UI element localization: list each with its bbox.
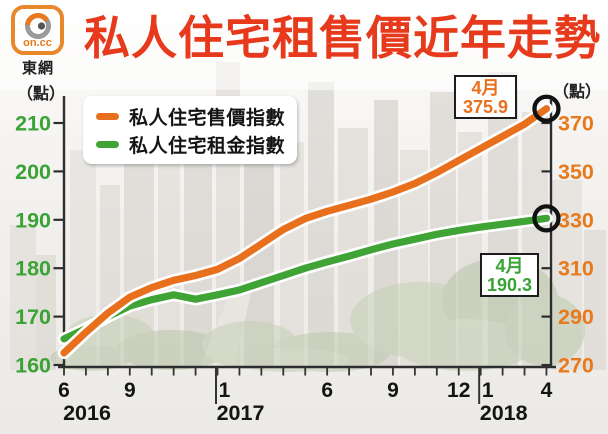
left-axis-tick-label: 160: [15, 354, 51, 378]
right-axis-tick-label: 290: [558, 305, 594, 329]
right-axis-tick-label: 350: [558, 160, 594, 184]
legend: 私人住宅售價指數 私人住宅租金指數: [83, 96, 297, 164]
left-axis-tick-label: 210: [15, 112, 51, 136]
oncc-swirl-icon: [24, 12, 51, 39]
x-axis-month-label: 6: [58, 379, 70, 402]
legend-label-rent: 私人住宅租金指數: [129, 135, 286, 157]
x-axis-month-label: 12: [447, 379, 470, 402]
legend-item-sale-index: 私人住宅售價指數: [96, 102, 297, 130]
left-axis-tick-label: 200: [15, 160, 51, 184]
annotation-sale-value: 375.9: [462, 97, 509, 117]
annotation-sale-latest: 4月 375.9: [454, 75, 517, 119]
left-axis-tick-label: 180: [15, 257, 51, 281]
x-axis-month-label: 9: [124, 379, 136, 402]
x-axis-month-label: 1: [219, 379, 231, 402]
left-axis-tick-label: 170: [15, 305, 51, 329]
background-cityscape-photo: [0, 0, 608, 372]
sale-line-swatch-icon: [96, 112, 119, 120]
site-name: 東網: [21, 60, 54, 77]
series-sale-line: [60, 105, 551, 357]
x-axis-month-label: 9: [387, 379, 399, 402]
page-title: 私人住宅租售價近年走勢: [84, 12, 601, 64]
right-axis-unit-label: （點）: [553, 82, 601, 101]
rent-line-swatch-icon: [96, 140, 119, 148]
legend-label-sale: 私人住宅售價指數: [129, 107, 286, 129]
left-axis-unit-label: （點）: [17, 84, 65, 103]
right-axis-tick-label: 370: [558, 112, 594, 136]
endpoint-circle-sale: [532, 94, 561, 123]
x-axis-month-label: 6: [321, 379, 333, 402]
annotation-sale-month: 4月: [471, 78, 500, 98]
x-axis-year-label: 2018: [480, 401, 528, 425]
axis-frame: [58, 96, 556, 369]
legend-item-rent-index: 私人住宅租金指數: [96, 130, 297, 158]
x-axis-month-label: 1: [482, 379, 494, 402]
left-axis-tick-label: 190: [15, 208, 51, 232]
x-axis-month-label: 4: [541, 379, 553, 402]
annotation-rent-latest: 4月 190.3: [480, 253, 539, 297]
brand-logo: on.cc 東網: [11, 5, 65, 78]
oncc-logo-icon: on.cc: [11, 5, 64, 55]
annotation-rent-month: 4月: [495, 256, 524, 276]
endpoint-circle-rent: [532, 204, 561, 233]
series-rent-line: [60, 214, 551, 343]
x-axis-year-label: 2017: [217, 401, 265, 425]
annotation-rent-value: 190.3: [486, 275, 533, 295]
right-axis-tick-label: 270: [558, 354, 594, 378]
right-axis-tick-label: 330: [558, 208, 594, 232]
right-axis-tick-label: 310: [558, 257, 594, 281]
logo-text: on.cc: [23, 36, 52, 49]
x-axis-year-label: 2016: [63, 401, 111, 425]
